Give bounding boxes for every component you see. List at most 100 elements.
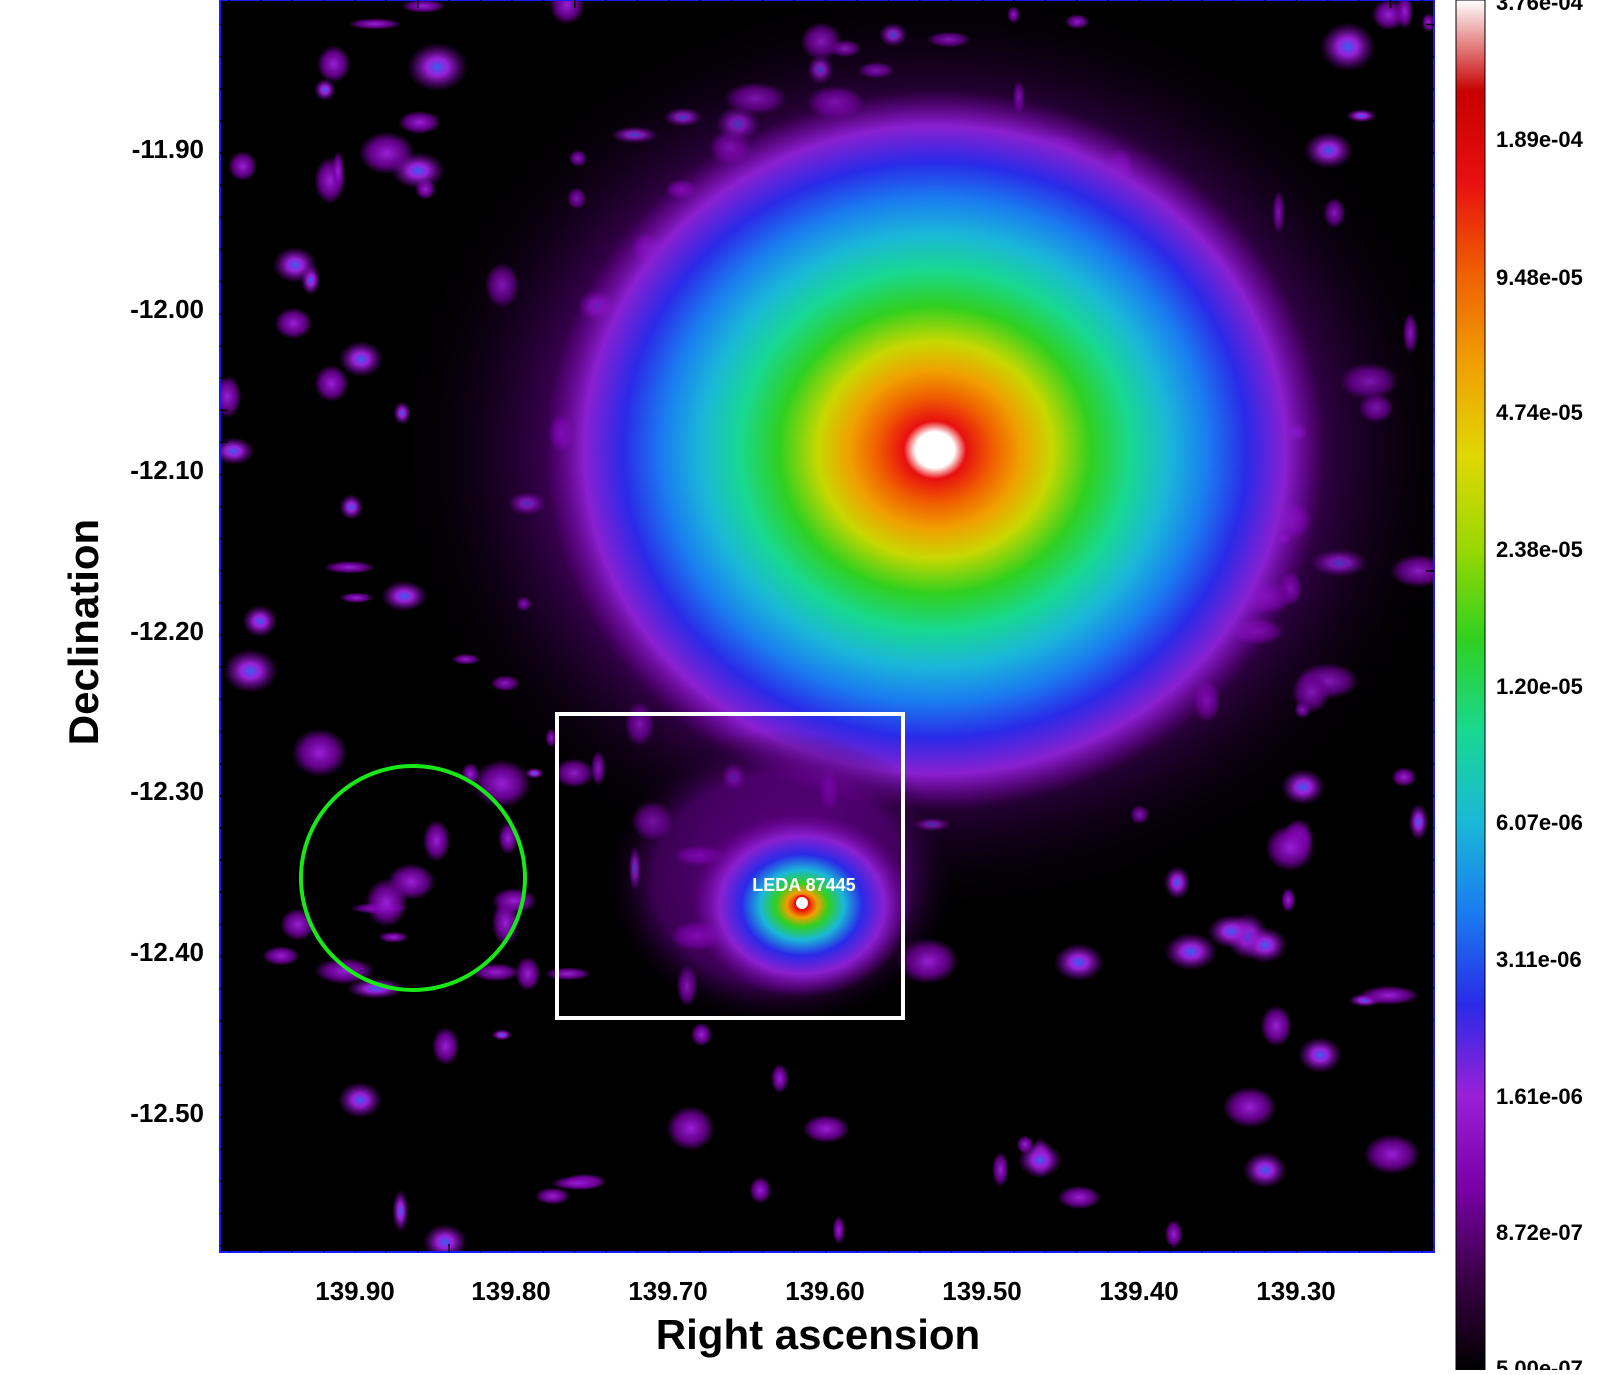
x-tick-label: 139.30 <box>1256 1276 1336 1306</box>
emission-blob <box>1371 0 1406 31</box>
x-axis-tick-labels: 139.90 139.80 139.70 139.60 139.50 139.4… <box>315 1276 1336 1306</box>
point-source <box>1243 927 1287 963</box>
colorbar-tick-label: 1.61e-06 <box>1496 1084 1583 1109</box>
emission-blob <box>274 307 313 340</box>
emission-blob <box>365 878 408 927</box>
emission-blob <box>749 1176 772 1204</box>
emission-blob <box>1358 985 1420 1006</box>
emission-blob <box>491 887 537 914</box>
emission-blob <box>432 1027 460 1066</box>
colorbar-tick-labels: 3.76e-04 1.89e-04 9.48e-05 4.74e-05 2.38… <box>1496 0 1584 1375</box>
emission-blob <box>291 728 348 777</box>
emission-blob <box>1346 109 1377 123</box>
point-source <box>1243 1152 1287 1188</box>
emission-blob <box>401 0 446 13</box>
emission-blob <box>222 649 278 693</box>
emission-blob <box>472 963 520 982</box>
emission-blob <box>220 437 255 465</box>
colorbar-tick-label: 1.20e-05 <box>1496 674 1583 699</box>
y-tick-label: -12.10 <box>130 455 204 485</box>
emission-blob <box>498 822 519 855</box>
emission-blob <box>992 1151 1009 1188</box>
point-source <box>1298 1037 1342 1073</box>
emission-blob <box>378 931 409 943</box>
emission-blob <box>1281 887 1296 913</box>
point-source <box>423 1224 467 1252</box>
emission-blob <box>228 151 258 182</box>
point-source <box>273 247 317 283</box>
background-region-circle <box>299 764 527 992</box>
emission-blob <box>317 45 351 83</box>
emission-blob <box>1391 767 1417 787</box>
emission-blob <box>339 494 364 520</box>
zoom-region-box <box>555 712 905 1020</box>
emission-blob <box>1320 22 1376 72</box>
emission-blob <box>549 0 585 25</box>
y-axis-title: Declination <box>60 519 107 745</box>
y-tick-label: -12.50 <box>130 1098 204 1128</box>
emission-blob <box>422 819 451 862</box>
emission-blob <box>515 956 541 992</box>
colorbar-tick-label: 9.48e-05 <box>1496 265 1583 290</box>
axis-ticks <box>220 0 1434 1252</box>
y-tick-label: -12.00 <box>130 294 204 324</box>
point-source <box>338 1082 382 1118</box>
colorbar-tick-label: 5.00e-07 <box>1496 1356 1583 1370</box>
emission-blob <box>1363 1134 1421 1175</box>
emission-blob <box>346 978 406 999</box>
emission-blob <box>348 18 402 30</box>
emission-blob <box>406 42 468 92</box>
colorbar-tick-label: 1.89e-04 <box>1496 127 1584 152</box>
emission-blob <box>690 1022 713 1047</box>
emission-blob <box>802 1114 850 1144</box>
x-tick-label: 139.80 <box>471 1276 551 1306</box>
emission-blob <box>262 946 300 966</box>
point-source <box>1018 1142 1062 1178</box>
colorbar-tick-label: 8.72e-07 <box>1496 1220 1583 1245</box>
x-axis-title: Right ascension <box>656 1311 980 1358</box>
emission-blob <box>472 759 532 808</box>
emission-blob <box>1408 803 1429 841</box>
emission-blob <box>1053 943 1104 982</box>
emission-blob <box>1222 1086 1277 1128</box>
emission-blob <box>1164 1219 1183 1249</box>
emission-blob <box>390 152 446 190</box>
emission-blob <box>666 1106 715 1151</box>
emission-blob <box>314 78 336 101</box>
emission-blob <box>1164 932 1218 971</box>
x-tick-label: 139.70 <box>628 1276 708 1306</box>
emission-blob <box>1265 824 1315 872</box>
emission-blob <box>544 967 591 981</box>
emission-blob <box>398 110 441 135</box>
colorbar-tick-label: 6.07e-06 <box>1496 810 1583 835</box>
y-tick-label: -12.40 <box>130 937 204 967</box>
point-source <box>339 341 383 377</box>
y-tick-label: -12.30 <box>130 776 204 806</box>
emission-blob <box>314 365 349 402</box>
x-tick-label: 139.90 <box>315 1276 395 1306</box>
emission-blob <box>1057 1185 1102 1210</box>
galaxy-core <box>794 895 810 911</box>
x-tick-label: 139.50 <box>942 1276 1022 1306</box>
emission-blob <box>1207 914 1256 949</box>
emission-blob <box>331 150 345 191</box>
emission-blob <box>220 375 242 419</box>
colorbar-tick-label: 2.38e-05 <box>1496 537 1583 562</box>
x-tick-label: 139.40 <box>1099 1276 1179 1306</box>
emission-blob <box>535 1187 571 1205</box>
colorbar-tick-label: 3.76e-04 <box>1496 0 1584 15</box>
y-axis-tick-labels: -11.90 -12.00 -12.10 -12.20 -12.30 -12.4… <box>130 134 204 1128</box>
emission-blob <box>551 1176 603 1191</box>
colorbar <box>1455 0 1486 1371</box>
emission-blob <box>339 592 374 603</box>
emission-blob <box>1164 865 1191 900</box>
emission-blob <box>832 1215 846 1245</box>
colorbar-tick-label: 3.11e-06 <box>1496 947 1582 972</box>
plot-frame <box>219 0 1435 1253</box>
emission-blob <box>491 1029 513 1041</box>
emission-blob <box>771 1063 789 1094</box>
emission-blob <box>1421 13 1434 33</box>
y-tick-label: -11.90 <box>132 134 204 164</box>
source-label: LEDA 87445 <box>752 875 855 895</box>
